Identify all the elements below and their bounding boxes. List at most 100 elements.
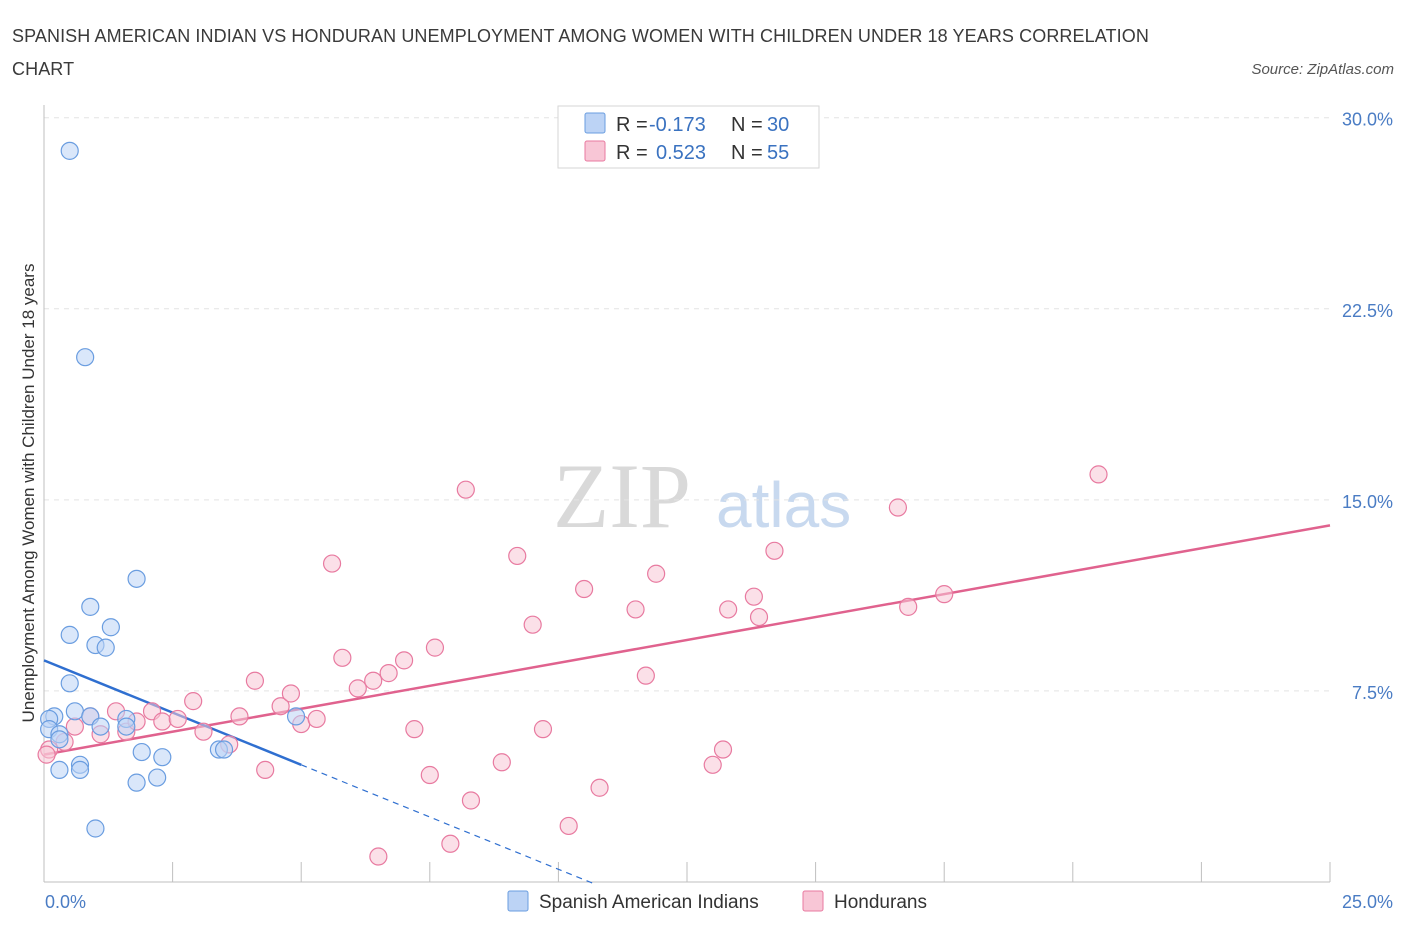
- point-hondurans: [636, 666, 655, 685]
- point-spanish-american-indians: [81, 597, 100, 616]
- point-spanish-american-indians: [60, 141, 79, 160]
- bottom-legend: Spanish American Indians Hondurans: [507, 890, 927, 913]
- legend-r-value-1: -0.173: [649, 114, 706, 136]
- source-label: Source: ZipAtlas.com: [1251, 61, 1394, 78]
- point-hondurans: [281, 684, 301, 703]
- point-hondurans: [590, 778, 609, 797]
- point-hondurans: [256, 760, 275, 780]
- point-hondurans: [394, 651, 414, 670]
- point-hondurans: [626, 600, 645, 619]
- point-spanish-american-indians: [127, 773, 146, 792]
- bottom-legend-swatch-blue: [507, 890, 529, 912]
- point-hondurans: [364, 671, 383, 690]
- gridlines: [44, 117, 1330, 692]
- point-hondurans: [168, 709, 187, 729]
- point-hondurans: [322, 554, 342, 573]
- y-tick-label: 30.0%: [1342, 110, 1393, 130]
- point-hondurans: [647, 564, 666, 583]
- point-spanish-american-indians: [65, 702, 84, 721]
- legend-n-value-1: 30: [767, 114, 789, 136]
- point-hondurans: [369, 847, 388, 866]
- point-hondurans: [719, 600, 738, 619]
- bottom-legend-pink-label: Hondurans: [834, 892, 927, 913]
- bottom-legend-swatch-pink: [802, 890, 824, 912]
- point-hondurans: [153, 712, 172, 731]
- point-hondurans: [523, 615, 542, 634]
- point-hondurans: [461, 791, 481, 810]
- point-spanish-american-indians: [60, 674, 79, 693]
- point-hondurans: [65, 717, 84, 736]
- point-hondurans: [425, 638, 445, 657]
- point-hondurans: [713, 740, 733, 759]
- point-spanish-american-indians: [50, 760, 69, 780]
- point-spanish-american-indians: [96, 638, 115, 657]
- point-hondurans: [935, 585, 954, 604]
- point-hondurans: [307, 709, 326, 729]
- point-hondurans: [533, 720, 553, 739]
- trendline-spanish-american-indians-extrapolated: [300, 764, 595, 885]
- point-hondurans: [441, 834, 460, 853]
- point-hondurans: [744, 587, 763, 606]
- chart-title: SPANISH AMERICAN INDIAN VS HONDURAN UNEM…: [12, 26, 1149, 79]
- point-spanish-american-indians: [286, 707, 306, 726]
- point-spanish-american-indians: [127, 569, 146, 588]
- legend-n-value-2: 55: [767, 142, 789, 164]
- point-hondurans: [405, 720, 424, 739]
- point-hondurans: [194, 722, 213, 741]
- legend-r-value-2: 0.523: [656, 142, 706, 164]
- point-hondurans: [575, 579, 594, 599]
- data-points: [37, 141, 1108, 866]
- y-tick-label: 22.5%: [1342, 301, 1393, 321]
- point-hondurans: [888, 498, 908, 517]
- point-hondurans: [559, 816, 578, 836]
- point-spanish-american-indians: [50, 730, 69, 749]
- legend-r-label-2: R =: [616, 142, 648, 164]
- point-hondurans: [271, 697, 290, 716]
- point-hondurans: [37, 745, 56, 764]
- point-hondurans: [379, 664, 398, 683]
- legend-swatch-blue: [584, 112, 606, 134]
- y-axis-label: Unemployment Among Women with Children U…: [19, 264, 38, 723]
- trend-lines: [43, 524, 1331, 885]
- point-spanish-american-indians: [101, 618, 120, 637]
- point-spanish-american-indians: [91, 717, 110, 736]
- legend-n-label-2: N =: [731, 142, 763, 164]
- point-spanish-american-indians: [76, 348, 95, 367]
- point-spanish-american-indians: [214, 740, 234, 759]
- point-hondurans: [230, 707, 249, 726]
- point-spanish-american-indians: [153, 748, 172, 767]
- legend-box: R = -0.173 N = 30 R = 0.523 N = 55: [557, 105, 820, 169]
- legend-n-label-1: N =: [731, 114, 763, 136]
- point-spanish-american-indians: [70, 760, 90, 780]
- point-spanish-american-indians: [132, 742, 151, 762]
- point-hondurans: [492, 753, 511, 772]
- point-spanish-american-indians: [86, 819, 105, 838]
- point-hondurans: [1089, 465, 1108, 484]
- bottom-legend-blue-label: Spanish American Indians: [539, 892, 759, 913]
- point-hondurans: [420, 765, 439, 785]
- point-spanish-american-indians: [60, 625, 79, 644]
- trendline-hondurans: [43, 524, 1331, 756]
- point-spanish-american-indians: [148, 768, 167, 787]
- point-hondurans: [899, 597, 918, 616]
- point-hondurans: [765, 541, 784, 560]
- point-hondurans: [749, 607, 769, 627]
- point-hondurans: [703, 755, 722, 774]
- tick-labels: 7.5% 15.0% 22.5% 30.0% 0.0% 25.0%: [45, 110, 1393, 912]
- y-tick-label: 7.5%: [1352, 683, 1393, 703]
- x-tick-label-max: 25.0%: [1342, 892, 1393, 912]
- y-tick-label: 15.0%: [1342, 492, 1393, 512]
- point-hondurans: [508, 546, 527, 566]
- point-hondurans: [456, 480, 475, 499]
- point-hondurans: [348, 679, 367, 698]
- point-spanish-american-indians: [117, 717, 136, 736]
- legend-swatch-pink: [584, 140, 606, 162]
- x-tick-label-min: 0.0%: [45, 892, 86, 912]
- point-hondurans: [245, 671, 265, 690]
- point-hondurans: [184, 692, 203, 711]
- legend-r-label-1: R =: [616, 114, 648, 136]
- watermark-atlas: atlas: [716, 469, 851, 541]
- watermark-zip: ZIP: [553, 445, 691, 547]
- point-hondurans: [333, 648, 352, 667]
